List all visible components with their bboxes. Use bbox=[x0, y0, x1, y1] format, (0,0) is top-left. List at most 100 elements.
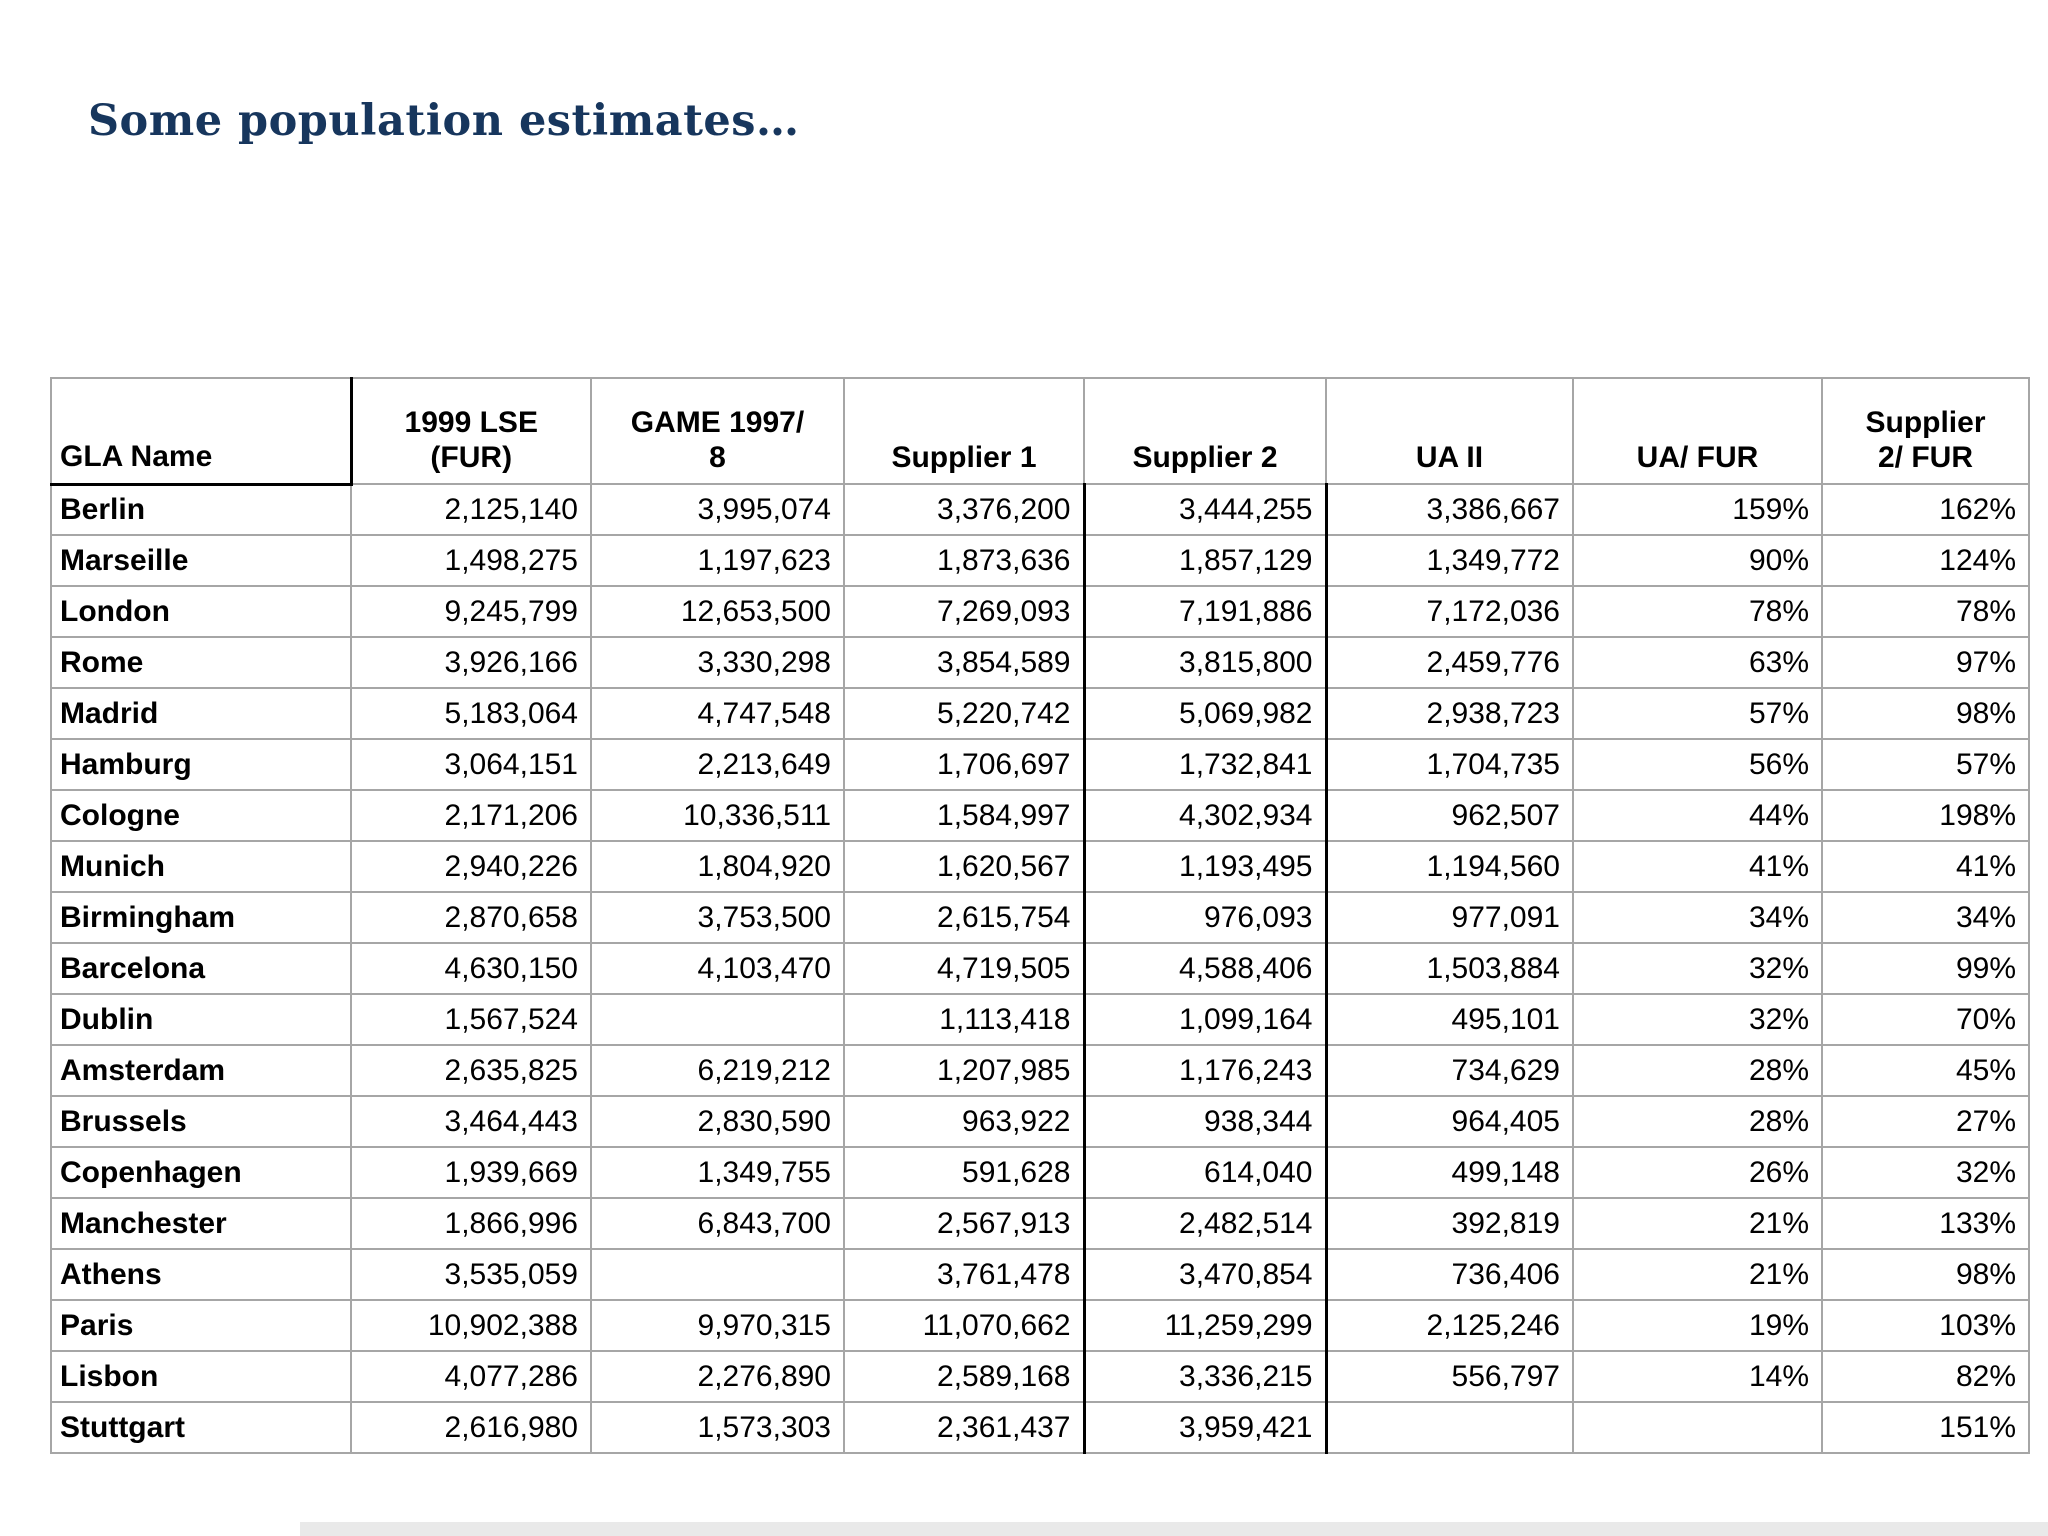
value-cell: 2,830,590 bbox=[590, 1095, 845, 1148]
column-header: Supplier 2/ FUR bbox=[1821, 377, 2030, 485]
value-cell: 734,629 bbox=[1325, 1044, 1574, 1097]
value-cell: 2,482,514 bbox=[1082, 1197, 1328, 1250]
value-cell: 1,503,884 bbox=[1325, 942, 1574, 995]
value-cell: 70% bbox=[1821, 993, 2030, 1046]
bottom-strip bbox=[300, 1522, 2048, 1536]
value-cell: 6,843,700 bbox=[590, 1197, 845, 1250]
table-row: Barcelona 4,630,150 4,103,470 4,719,505 4,58… bbox=[50, 942, 2030, 995]
table-row: Manchester 1,866,996 6,843,700 2,567,913 2,4… bbox=[50, 1197, 2030, 1250]
value-cell: 5,183,064 bbox=[350, 687, 592, 740]
city-name-cell: Stuttgart bbox=[50, 1401, 352, 1454]
table-row: Amsterdam 2,635,825 6,219,212 1,207,985 1,17… bbox=[50, 1044, 2030, 1097]
city-name-cell: Barcelona bbox=[50, 942, 352, 995]
value-cell: 938,344 bbox=[1082, 1095, 1328, 1148]
value-cell: 1,866,996 bbox=[350, 1197, 592, 1250]
value-cell: 159% bbox=[1572, 483, 1823, 536]
value-cell: 3,444,255 bbox=[1082, 483, 1328, 536]
value-cell: 2,940,226 bbox=[350, 840, 592, 893]
value-cell: 41% bbox=[1572, 840, 1823, 893]
value-cell: 4,077,286 bbox=[350, 1350, 592, 1403]
table-row: Lisbon 4,077,286 2,276,890 2,589,168 3,336,2… bbox=[50, 1350, 2030, 1403]
value-cell: 7,269,093 bbox=[843, 585, 1085, 638]
value-cell: 1,873,636 bbox=[843, 534, 1085, 587]
value-cell: 3,926,166 bbox=[350, 636, 592, 689]
city-name-cell: Hamburg bbox=[50, 738, 352, 791]
value-cell: 499,148 bbox=[1325, 1146, 1574, 1199]
city-name-cell: Berlin bbox=[50, 483, 352, 536]
value-cell: 2,276,890 bbox=[590, 1350, 845, 1403]
value-cell: 2,459,776 bbox=[1325, 636, 1574, 689]
value-cell: 2,589,168 bbox=[843, 1350, 1085, 1403]
city-name-cell: Copenhagen bbox=[50, 1146, 352, 1199]
city-name-cell: Brussels bbox=[50, 1095, 352, 1148]
city-name-cell: Paris bbox=[50, 1299, 352, 1352]
value-cell: 10,902,388 bbox=[350, 1299, 592, 1352]
column-header: Supplier 1 bbox=[843, 377, 1085, 485]
value-cell: 99% bbox=[1821, 942, 2030, 995]
value-cell: 1,573,303 bbox=[590, 1401, 845, 1454]
value-cell: 103% bbox=[1821, 1299, 2030, 1352]
value-cell: 1,939,669 bbox=[350, 1146, 592, 1199]
value-cell: 1,732,841 bbox=[1082, 738, 1328, 791]
value-cell: 32% bbox=[1821, 1146, 2030, 1199]
value-cell: 3,470,854 bbox=[1082, 1248, 1328, 1301]
value-cell: 21% bbox=[1572, 1197, 1823, 1250]
header-row: GLA Name 1999 LSE (FUR) GAME 1997/8 Supplier… bbox=[50, 377, 2030, 486]
value-cell: 3,854,589 bbox=[843, 636, 1085, 689]
value-cell: 3,815,800 bbox=[1082, 636, 1328, 689]
city-name-cell: Manchester bbox=[50, 1197, 352, 1250]
value-cell: 11,070,662 bbox=[843, 1299, 1085, 1352]
value-cell bbox=[590, 1248, 845, 1301]
table-row: Brussels 3,464,443 2,830,590 963,922 938,344… bbox=[50, 1095, 2030, 1148]
column-header: 1999 LSE (FUR) bbox=[350, 377, 592, 485]
value-cell: 976,093 bbox=[1082, 891, 1328, 944]
value-cell bbox=[590, 993, 845, 1046]
value-cell: 21% bbox=[1572, 1248, 1823, 1301]
value-cell: 97% bbox=[1821, 636, 2030, 689]
value-cell: 495,101 bbox=[1325, 993, 1574, 1046]
value-cell: 5,069,982 bbox=[1082, 687, 1328, 740]
value-cell: 1,349,755 bbox=[590, 1146, 845, 1199]
column-header: GLA Name bbox=[50, 377, 353, 486]
city-name-cell: Munich bbox=[50, 840, 352, 893]
value-cell: 57% bbox=[1821, 738, 2030, 791]
value-cell: 7,191,886 bbox=[1082, 585, 1328, 638]
city-name-cell: Cologne bbox=[50, 789, 352, 842]
value-cell bbox=[1572, 1401, 1823, 1454]
value-cell: 962,507 bbox=[1325, 789, 1574, 842]
value-cell: 3,535,059 bbox=[350, 1248, 592, 1301]
value-cell: 1,099,164 bbox=[1082, 993, 1328, 1046]
city-name-cell: Birmingham bbox=[50, 891, 352, 944]
value-cell: 1,584,997 bbox=[843, 789, 1085, 842]
table-row: London 9,245,799 12,653,500 7,269,093 7,191,… bbox=[50, 585, 2030, 638]
value-cell: 10,336,511 bbox=[590, 789, 845, 842]
table-row: Berlin 2,125,140 3,995,074 3,376,200 3,444,2… bbox=[50, 483, 2030, 536]
value-cell: 98% bbox=[1821, 687, 2030, 740]
value-cell: 977,091 bbox=[1325, 891, 1574, 944]
column-header: UA II bbox=[1325, 377, 1574, 485]
value-cell: 56% bbox=[1572, 738, 1823, 791]
value-cell: 45% bbox=[1821, 1044, 2030, 1097]
value-cell: 198% bbox=[1821, 789, 2030, 842]
table-row: Stuttgart 2,616,980 1,573,303 2,361,437 3,95… bbox=[50, 1401, 2030, 1454]
table-row: Munich 2,940,226 1,804,920 1,620,567 1,193,4… bbox=[50, 840, 2030, 893]
value-cell: 1,706,697 bbox=[843, 738, 1085, 791]
value-cell: 2,616,980 bbox=[350, 1401, 592, 1454]
value-cell: 32% bbox=[1572, 942, 1823, 995]
table-row: Rome 3,926,166 3,330,298 3,854,589 3,815,800… bbox=[50, 636, 2030, 689]
value-cell: 162% bbox=[1821, 483, 2030, 536]
value-cell: 98% bbox=[1821, 1248, 2030, 1301]
value-cell: 3,959,421 bbox=[1082, 1401, 1328, 1454]
value-cell: 556,797 bbox=[1325, 1350, 1574, 1403]
city-name-cell: Lisbon bbox=[50, 1350, 352, 1403]
table-row: Marseille 1,498,275 1,197,623 1,873,636 1,85… bbox=[50, 534, 2030, 587]
value-cell: 19% bbox=[1572, 1299, 1823, 1352]
value-cell: 3,753,500 bbox=[590, 891, 845, 944]
value-cell: 78% bbox=[1572, 585, 1823, 638]
value-cell: 4,302,934 bbox=[1082, 789, 1328, 842]
value-cell bbox=[1325, 1401, 1574, 1454]
value-cell: 9,970,315 bbox=[590, 1299, 845, 1352]
table-row: Cologne 2,171,206 10,336,511 1,584,997 4,302… bbox=[50, 789, 2030, 842]
table-row: Copenhagen 1,939,669 1,349,755 591,628 614,0… bbox=[50, 1146, 2030, 1199]
